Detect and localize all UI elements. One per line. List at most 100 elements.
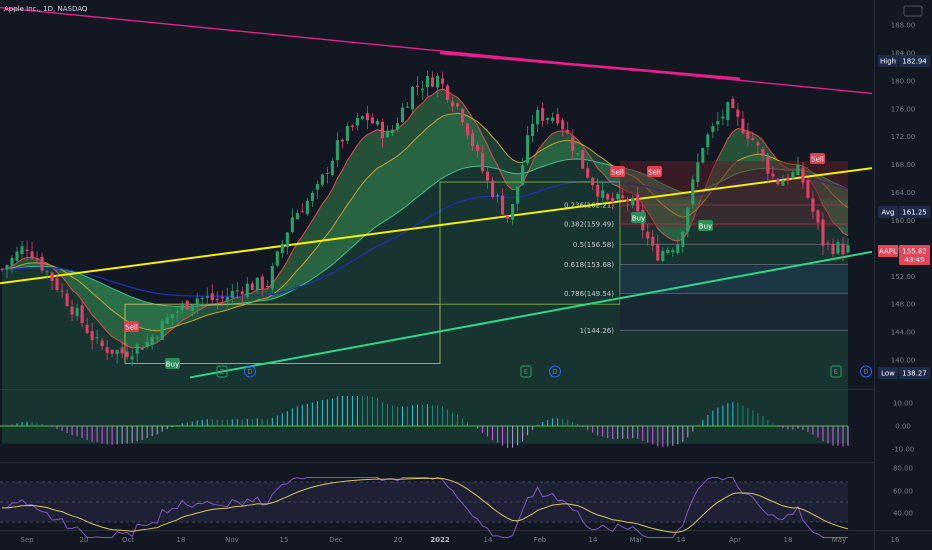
- candle-body: [135, 344, 139, 354]
- panel-divider: [0, 462, 874, 463]
- time-tick-label: Apr: [729, 536, 741, 544]
- candle-body: [400, 107, 405, 122]
- fib-level-label: 0.618(153.68): [564, 261, 614, 269]
- price-axis-divider: [874, 0, 875, 550]
- candle-body: [260, 276, 264, 289]
- sell-signal-label: Sell: [648, 169, 661, 177]
- candle-body: [686, 207, 690, 232]
- candle-body: [425, 76, 430, 88]
- candle-body: [150, 336, 154, 345]
- candle-body: [581, 149, 585, 169]
- candle-body: [315, 184, 319, 190]
- candle-body: [45, 271, 49, 273]
- candle-body: [255, 277, 259, 290]
- candle-body: [826, 242, 830, 244]
- time-tick-label: Sep: [20, 536, 34, 544]
- candle-body: [230, 290, 234, 298]
- low-tag-bg: [878, 367, 898, 379]
- sell-signal-badge: [124, 321, 139, 332]
- time-tick-label: 14: [677, 536, 686, 544]
- buy-signal-label: Buy: [166, 361, 179, 369]
- candle-body: [691, 179, 695, 205]
- candle-body: [10, 257, 14, 266]
- candle-body: [365, 113, 369, 121]
- buy-signal-label: Buy: [699, 223, 712, 231]
- candle-body: [516, 186, 520, 204]
- candle-body: [275, 251, 279, 266]
- time-tick-label: 14: [484, 536, 493, 544]
- candle-body: [265, 286, 269, 288]
- resistance-trendline-bold: [439, 51, 741, 81]
- candle-body: [671, 250, 675, 253]
- rsi-panel: [0, 476, 849, 538]
- candle-body: [846, 245, 850, 253]
- candle-body: [616, 194, 620, 200]
- candle-body: [330, 160, 334, 175]
- candle-body: [841, 243, 845, 255]
- macd-tick-label: 10.00: [893, 400, 913, 408]
- candle-body: [70, 306, 74, 315]
- sell-signal-label: Sell: [125, 324, 138, 332]
- candle-body: [796, 165, 800, 175]
- avg-tag-label: Avg: [882, 209, 895, 217]
- candle-body: [370, 117, 374, 124]
- candle-body: [561, 120, 565, 130]
- candle-body: [721, 116, 725, 119]
- candle-body: [631, 197, 635, 206]
- candle-body: [596, 184, 600, 197]
- settings-icon[interactable]: [903, 5, 923, 17]
- candle-body: [215, 298, 219, 301]
- event-marker-letter: D: [247, 368, 252, 376]
- candle-body: [445, 85, 450, 100]
- candle-body: [100, 340, 104, 347]
- time-tick-label: 16: [891, 536, 900, 544]
- support-trendline: [189, 250, 873, 379]
- support-zone: [620, 293, 848, 330]
- candle-body: [145, 341, 149, 348]
- high-tag-label: High: [880, 58, 896, 66]
- candle-body: [801, 167, 805, 183]
- candle-body: [831, 244, 835, 254]
- event-marker-letter: E: [220, 368, 224, 376]
- candle-body: [681, 231, 685, 247]
- candle-body: [350, 125, 354, 128]
- candle-body: [95, 337, 99, 339]
- last-countdown: 43:49: [904, 256, 924, 264]
- sell-signal-label: Sell: [811, 156, 824, 164]
- signal-labels: Sell Buy Sell Sell Buy Buy Sell: [124, 153, 825, 369]
- candle-body: [130, 356, 134, 360]
- candle-body: [811, 198, 815, 212]
- time-tick-label: 20: [394, 536, 403, 544]
- high-value: 182.94: [902, 58, 927, 66]
- time-axis-divider: [0, 530, 932, 531]
- earnings-marker: [216, 365, 228, 378]
- price-tick-label: 152.00: [891, 273, 916, 281]
- candle-body: [380, 121, 385, 139]
- price-tick-label: 144.00: [891, 329, 916, 337]
- time-tick-label: 20: [80, 536, 89, 544]
- candle-body: [205, 296, 209, 298]
- price-tick-label: 184.00: [891, 49, 916, 57]
- candle-body: [821, 219, 825, 246]
- time-tick-label: Oct: [122, 536, 134, 544]
- candle-body: [706, 134, 710, 148]
- candle-body: [5, 265, 9, 270]
- candle-body: [120, 347, 124, 354]
- candle-body: [791, 172, 795, 179]
- candle-body: [220, 296, 224, 299]
- candle-body: [716, 121, 720, 125]
- candle-body: [491, 180, 495, 197]
- candle-body: [666, 249, 670, 253]
- candle-body: [165, 317, 169, 324]
- high-value-bg: [899, 55, 930, 67]
- event-marker-letter: D: [863, 368, 868, 376]
- low-value: 138.27: [902, 370, 927, 378]
- candle-body: [180, 303, 184, 311]
- dividend-marker: [860, 365, 872, 378]
- avg-value-bg: [899, 206, 930, 218]
- candle-body: [115, 350, 119, 354]
- fib-level-label: 0.5(156.58): [573, 241, 614, 249]
- candle-body: [476, 144, 480, 151]
- candle-body: [626, 199, 630, 202]
